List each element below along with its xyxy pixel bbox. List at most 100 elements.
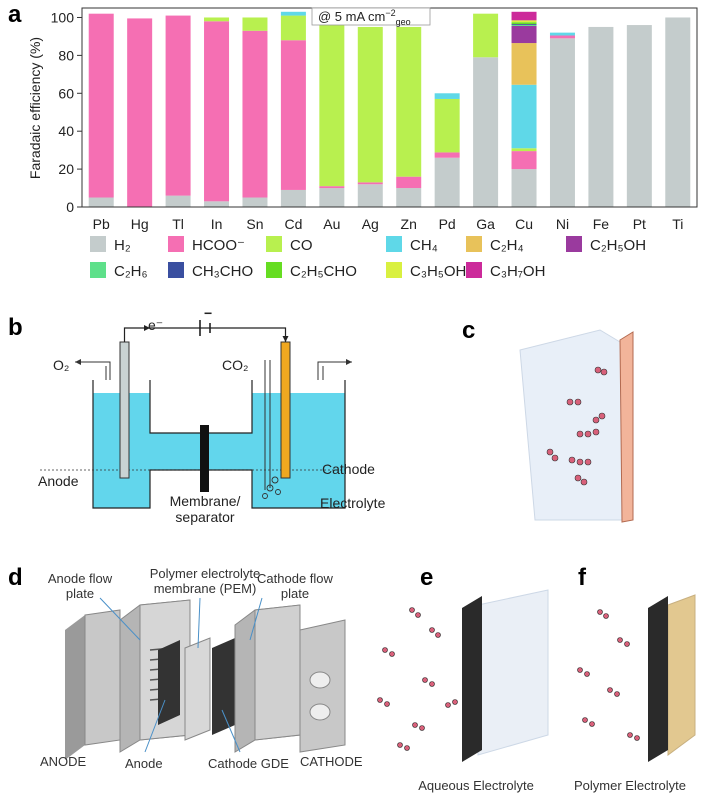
bar-segment [319, 188, 345, 207]
bar-segment [473, 57, 499, 208]
anode-flow-plate-label: plate [66, 586, 94, 601]
panel-b: b e⁻ − O₂ CO₂ Anode Cathode Membrane/ se… [8, 305, 386, 525]
x-tick-label: Ga [476, 216, 495, 232]
legend-swatch [90, 262, 106, 278]
x-tick-label: Pt [633, 216, 646, 232]
bar-segment [434, 98, 460, 153]
legend-label: C₂H₅CHO [290, 263, 357, 280]
x-tick-label: Pb [93, 216, 110, 232]
bar-segment [588, 26, 614, 208]
legend-label: C₃H₅OH [410, 263, 466, 280]
bar-segment [549, 38, 575, 208]
bar-segment [511, 22, 537, 25]
bar-segment [434, 157, 460, 207]
bar-segment [434, 152, 460, 158]
legend-swatch [90, 236, 106, 252]
x-tick-label: Cd [284, 216, 302, 232]
cathode-gde-label: Cathode GDE [208, 756, 289, 771]
bar-segment [319, 186, 345, 189]
bar-segment [280, 40, 306, 190]
anode-electrode [119, 341, 130, 479]
bar-segment [204, 17, 230, 22]
y-tick-label: 40 [58, 123, 74, 139]
legend-label: C₃H₇OH [490, 263, 545, 280]
arrow-head [75, 359, 81, 365]
anode-gde [158, 640, 180, 725]
o2-label: O₂ [53, 357, 69, 373]
bar-segment [511, 84, 537, 149]
aqueous-box [519, 329, 626, 521]
legend-swatch [168, 236, 184, 252]
x-tick-label: Sn [246, 216, 263, 232]
panel-label: c [462, 317, 475, 344]
legend-label: CH₃CHO [192, 263, 253, 280]
bar-segment [396, 26, 422, 177]
legend-label: C₂H₄ [490, 237, 524, 254]
electrolyte-fill [93, 393, 345, 508]
bar-segment [549, 35, 575, 39]
wire [123, 327, 287, 342]
bar-segment [396, 188, 422, 207]
anode-label: Anode [38, 473, 79, 489]
bar-segment [357, 26, 383, 183]
gde-slab [648, 596, 668, 762]
annotation-text: @ 5 mA cm [318, 9, 385, 24]
bar-segment [88, 13, 114, 198]
bar-segment [357, 182, 383, 185]
x-tick-label: Ni [556, 216, 569, 232]
battery [199, 320, 211, 336]
caption: Polymer Electrolyte [574, 778, 686, 793]
anode-flow-plate-label: Anode flow [48, 571, 113, 586]
bar-segment [319, 21, 345, 187]
panel-label: a [8, 1, 22, 28]
bar-segment [511, 151, 537, 170]
legend-label: C₂H₆ [114, 263, 148, 280]
legend-swatch [466, 236, 482, 252]
bar-segment [280, 11, 306, 16]
bar-segment [511, 169, 537, 207]
x-tick-label: Zn [401, 216, 417, 232]
y-tick-label: 80 [58, 47, 74, 63]
legend-swatch [266, 262, 282, 278]
co2-inlet [264, 360, 271, 490]
molecules [377, 607, 458, 751]
cathode-flow-plate-face [254, 604, 301, 741]
bar-segment [511, 43, 537, 85]
cathode-gde [212, 638, 235, 735]
panel-f: f Polymer Electrolyte [574, 564, 696, 793]
y-axis-label: Faradaic efficiency (%) [27, 37, 43, 179]
legend-swatch [566, 236, 582, 252]
cathode-flow-plate-label: Cathode flow [257, 571, 333, 586]
panel-e: e Aqueous Electrolyte [377, 564, 549, 793]
electrode-plate [619, 331, 634, 523]
legend-label: CH₄ [410, 237, 438, 254]
bar-segment [549, 32, 575, 36]
cathode-side-label: CATHODE [300, 754, 363, 769]
membrane [200, 425, 209, 492]
x-tick-label: Ag [362, 216, 379, 232]
bar-segment [511, 11, 537, 21]
bubbles [262, 476, 281, 499]
bar-segment [665, 17, 691, 207]
legend-label: HCOO⁻ [192, 237, 245, 254]
bar-segment [511, 26, 537, 44]
x-tick-label: Au [323, 216, 340, 232]
bar-segment [204, 201, 230, 207]
bar-segment [434, 93, 460, 99]
anode-label: Anode [125, 756, 163, 771]
bar-segment [280, 189, 306, 207]
annotation: @ 5 mA cm−2geo [318, 8, 411, 27]
aqueous-box [477, 589, 549, 756]
legend-swatch [266, 236, 282, 252]
legend: H₂ HCOO⁻ CO CH₄ C₂H₄ C₂H₅OH C₂H₆ CH₃CHO C₂H₅CHO C… [90, 236, 646, 280]
anode-end-side [65, 615, 85, 760]
electrolyte-label: Electrolyte [320, 495, 386, 511]
panel-label: e [420, 564, 433, 591]
bar-segment [204, 21, 230, 202]
x-tick-label: In [211, 216, 223, 232]
panel-label: b [8, 314, 23, 341]
panel-c: c [462, 317, 634, 523]
legend-swatch [168, 262, 184, 278]
port [309, 671, 331, 689]
legend-swatch [386, 262, 402, 278]
